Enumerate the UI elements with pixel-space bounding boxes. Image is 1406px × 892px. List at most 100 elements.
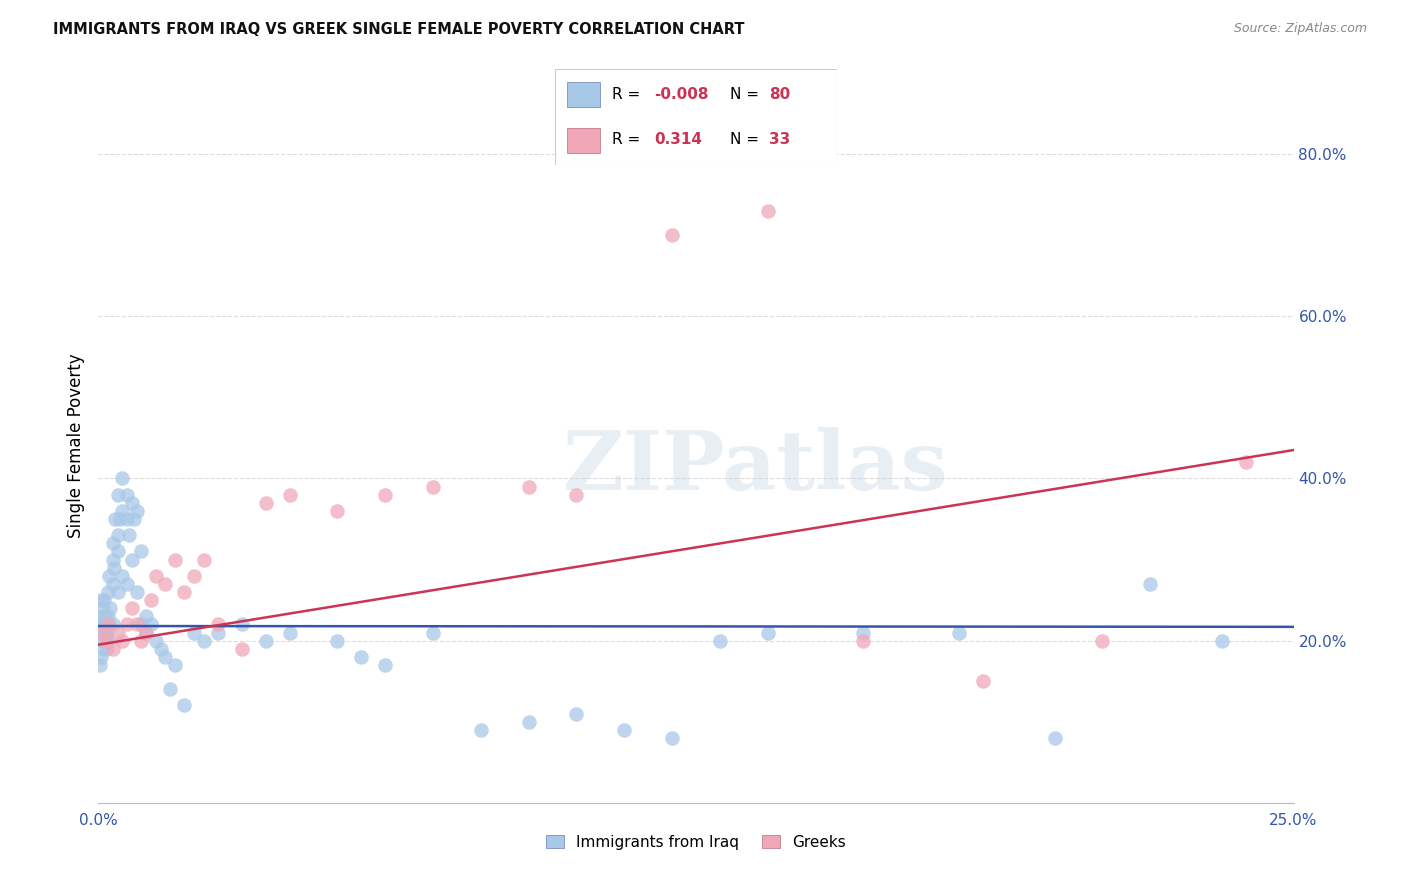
Point — [97, 609, 120, 624]
Point — [139, 593, 162, 607]
Text: IMMIGRANTS FROM IRAQ VS GREEK SINGLE FEMALE POVERTY CORRELATION CHART: IMMIGRANTS FROM IRAQ VS GREEK SINGLE FEM… — [53, 22, 745, 37]
Point — [108, 512, 131, 526]
Point — [155, 577, 177, 591]
Point — [115, 512, 138, 526]
Point — [131, 617, 153, 632]
Point — [115, 488, 138, 502]
Point — [254, 633, 277, 648]
Point — [422, 479, 444, 493]
Point — [972, 674, 994, 689]
Point — [97, 617, 120, 632]
Point — [121, 601, 143, 615]
Point — [96, 625, 118, 640]
Point — [101, 577, 124, 591]
Point — [231, 617, 253, 632]
Point — [89, 617, 111, 632]
Point — [163, 657, 186, 672]
Point — [207, 625, 229, 640]
Text: N =: N = — [730, 87, 763, 103]
Point — [163, 552, 186, 566]
Point — [94, 609, 117, 624]
Point — [470, 723, 492, 737]
Point — [350, 649, 373, 664]
Point — [183, 625, 205, 640]
Point — [374, 657, 396, 672]
Point — [97, 585, 120, 599]
Point — [183, 568, 205, 582]
Point — [91, 617, 114, 632]
Point — [207, 617, 229, 632]
Point — [852, 633, 875, 648]
Text: N =: N = — [730, 131, 763, 146]
Point — [103, 560, 125, 574]
Point — [756, 203, 779, 218]
Point — [709, 633, 731, 648]
Point — [139, 617, 162, 632]
Point — [107, 488, 129, 502]
Point — [124, 512, 146, 526]
Point — [90, 609, 112, 624]
Text: 33: 33 — [769, 131, 790, 146]
Point — [107, 625, 129, 640]
Point — [91, 633, 114, 648]
Point — [91, 625, 114, 640]
Point — [121, 552, 143, 566]
Point — [254, 496, 277, 510]
Point — [91, 641, 114, 656]
Point — [111, 504, 134, 518]
Point — [374, 488, 396, 502]
FancyBboxPatch shape — [555, 69, 837, 165]
Point — [101, 552, 124, 566]
Point — [145, 633, 167, 648]
Point — [90, 625, 112, 640]
Text: Source: ZipAtlas.com: Source: ZipAtlas.com — [1233, 22, 1367, 36]
Point — [118, 528, 141, 542]
Point — [278, 488, 301, 502]
Point — [565, 488, 588, 502]
Point — [90, 649, 112, 664]
Point — [193, 552, 215, 566]
Legend: Immigrants from Iraq, Greeks: Immigrants from Iraq, Greeks — [540, 829, 852, 855]
Point — [661, 731, 683, 745]
Y-axis label: Single Female Poverty: Single Female Poverty — [66, 354, 84, 538]
Point — [422, 625, 444, 640]
Point — [91, 601, 114, 615]
Point — [135, 609, 157, 624]
Point — [90, 593, 112, 607]
Point — [517, 714, 540, 729]
Point — [94, 633, 117, 648]
Point — [326, 504, 349, 518]
Point — [107, 544, 129, 558]
Text: -0.008: -0.008 — [654, 87, 709, 103]
Point — [101, 641, 124, 656]
Point — [326, 633, 349, 648]
Point — [97, 633, 120, 648]
Point — [94, 617, 117, 632]
Point — [115, 617, 138, 632]
Text: 80: 80 — [769, 87, 790, 103]
Text: R =: R = — [612, 131, 650, 146]
Point — [111, 568, 134, 582]
Point — [111, 633, 134, 648]
Point — [145, 568, 167, 582]
Point — [173, 698, 195, 713]
Point — [93, 625, 115, 640]
FancyBboxPatch shape — [567, 82, 600, 107]
Point — [103, 536, 125, 550]
Point — [125, 504, 148, 518]
Point — [125, 617, 148, 632]
Point — [104, 512, 127, 526]
Point — [565, 706, 588, 721]
Point — [613, 723, 636, 737]
Point — [135, 625, 157, 640]
Point — [97, 617, 120, 632]
Point — [115, 577, 138, 591]
Point — [948, 625, 970, 640]
Point — [149, 641, 172, 656]
Point — [98, 568, 121, 582]
Point — [278, 625, 301, 640]
Point — [101, 617, 124, 632]
Point — [93, 617, 115, 632]
Text: R =: R = — [612, 87, 645, 103]
Text: ZIPatlas: ZIPatlas — [562, 427, 949, 508]
